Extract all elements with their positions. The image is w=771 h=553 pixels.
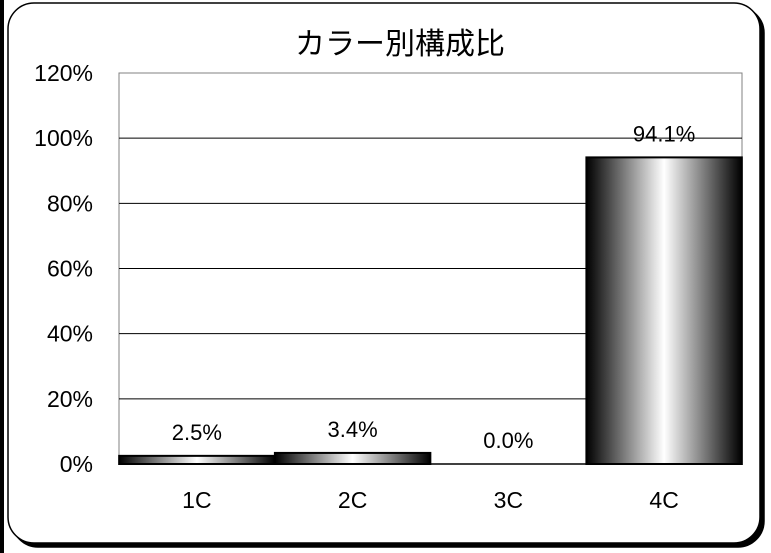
bar-4c	[585, 156, 743, 465]
x-category-label: 3C	[494, 487, 523, 513]
y-tick-label: 60%	[47, 256, 93, 282]
y-tick-label: 100%	[34, 125, 93, 151]
data-label: 3.4%	[328, 417, 378, 442]
data-label: 94.1%	[633, 121, 695, 146]
x-category-label: 4C	[649, 487, 678, 513]
chart-title: カラー別構成比	[295, 27, 505, 62]
bar-1c	[118, 454, 276, 465]
x-category-label: 1C	[182, 487, 211, 513]
left-edge-strip	[0, 0, 4, 553]
bars	[118, 156, 743, 465]
data-labels: 2.5% 3.4% 0.0% 94.1%	[172, 121, 696, 453]
y-tick-label: 80%	[47, 190, 93, 216]
bar-2c	[273, 451, 432, 465]
data-label: 0.0%	[483, 428, 533, 453]
y-tick-label: 20%	[47, 386, 93, 412]
y-axis-tick-labels: 0% 20% 40% 60% 80% 100% 120%	[34, 60, 93, 477]
y-tick-label: 120%	[34, 60, 93, 86]
y-tick-label: 40%	[47, 321, 93, 347]
x-axis-category-labels: 1C 2C 3C 4C	[182, 487, 679, 513]
x-category-label: 2C	[338, 487, 367, 513]
data-label: 2.5%	[172, 420, 222, 445]
y-tick-label: 0%	[60, 451, 93, 477]
